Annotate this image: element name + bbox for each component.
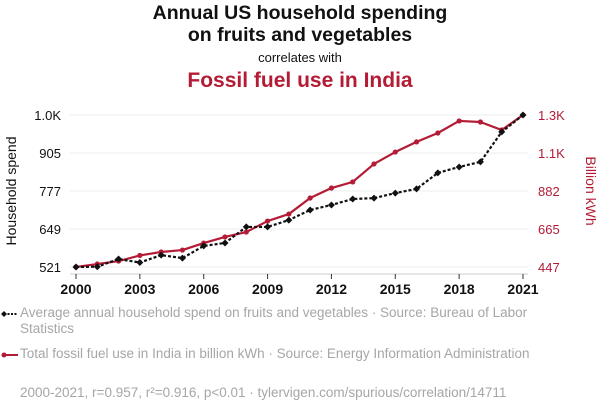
chart-title-line-1: Annual US household spending (152, 2, 448, 24)
fossil-fuel-point (435, 130, 441, 136)
x-tick-label: 2012 (316, 281, 347, 297)
right-axis-label: Billion kWh (583, 156, 599, 225)
household-spend-line (75, 114, 524, 269)
right-axis: 447 665 882 1.1K 1.3K (538, 108, 565, 275)
household-spend-point (264, 223, 272, 231)
household-spend-point (370, 194, 378, 202)
left-tick-label: 521 (39, 260, 61, 275)
x-tick-label: 2003 (124, 281, 155, 297)
household-spend-point (72, 263, 80, 271)
household-spend-point (434, 169, 442, 177)
household-spend-point (455, 163, 463, 171)
correlates-with-label: correlates with (258, 50, 342, 65)
household-spend-point (93, 263, 101, 271)
household-spend-point (391, 189, 399, 197)
household-spend-point (200, 242, 208, 250)
fossil-fuel-point (328, 185, 335, 191)
fossil-fuel-point (307, 195, 313, 201)
stats-footer: 2000-2021, r=0.957, r²=0.916, p<0.01 · t… (20, 385, 507, 400)
household-spend-point (136, 259, 144, 267)
left-tick-label: 905 (39, 146, 61, 161)
left-axis: 521 649 777 905 1.0K (34, 108, 61, 275)
left-tick-label: 1.0K (34, 108, 61, 123)
x-tick-label: 2009 (252, 281, 283, 297)
household-spend-point (476, 158, 484, 166)
household-spend-point (178, 254, 186, 262)
household-spend-point (413, 185, 421, 193)
right-tick-label: 1.1K (538, 146, 565, 161)
left-tick-label: 649 (39, 222, 61, 237)
fossil-fuel-point (413, 139, 420, 145)
x-tick-label: 2018 (444, 281, 475, 297)
household-spend-point (221, 239, 229, 247)
household-spend-point (306, 206, 314, 214)
right-tick-label: 1.3K (538, 108, 565, 123)
legend-text-fossil-fuel: Total fossil fuel use in India in billio… (20, 346, 530, 361)
x-tick-label: 2021 (507, 281, 538, 297)
gridlines (70, 114, 528, 268)
chart-subtitle: Fossil fuel use in India (187, 69, 413, 92)
household-spend-point (498, 128, 506, 136)
x-axis: 2000 2003 2006 2009 2012 2015 2018 2021 (60, 273, 539, 297)
solid-line-dot-icon (1, 352, 18, 358)
chart-title-line-2: on fruits and vegetables (187, 24, 413, 46)
household-spend-point (349, 195, 357, 203)
fossil-fuel-point (371, 161, 377, 167)
left-axis-label: Household spend (3, 137, 19, 246)
household-spend-point (115, 255, 123, 263)
x-tick-label: 2006 (188, 281, 219, 297)
fossil-fuel-point (456, 118, 462, 124)
right-tick-label: 665 (538, 222, 560, 237)
x-tick-label: 2000 (60, 281, 91, 297)
fossil-fuel-point (137, 252, 143, 259)
fossil-fuel-point (392, 149, 398, 155)
household-spend-point (519, 111, 527, 119)
fossil-fuel-point (264, 218, 271, 224)
right-tick-label: 882 (538, 184, 560, 199)
series-fossil-fuel (73, 112, 526, 270)
fossil-fuel-point (243, 229, 249, 235)
fossil-fuel-point (350, 179, 356, 185)
fossil-fuel-point (222, 234, 228, 240)
household-spend-point (242, 223, 250, 231)
x-tick-label: 2015 (380, 281, 411, 297)
dotted-line-diamond-icon (1, 311, 18, 317)
fossil-fuel-point (179, 247, 186, 253)
household-spend-point (285, 216, 293, 224)
series-household-spend (72, 111, 527, 271)
right-tick-label: 447 (538, 260, 560, 275)
fossil-fuel-line (75, 114, 524, 269)
fossil-fuel-point (477, 119, 484, 125)
left-tick-label: 777 (39, 184, 61, 199)
legend-text-household-spend: Average annual household spend on fruits… (20, 305, 528, 336)
household-spend-point (157, 251, 165, 259)
household-spend-point (327, 201, 335, 209)
fossil-fuel-point (286, 211, 292, 217)
